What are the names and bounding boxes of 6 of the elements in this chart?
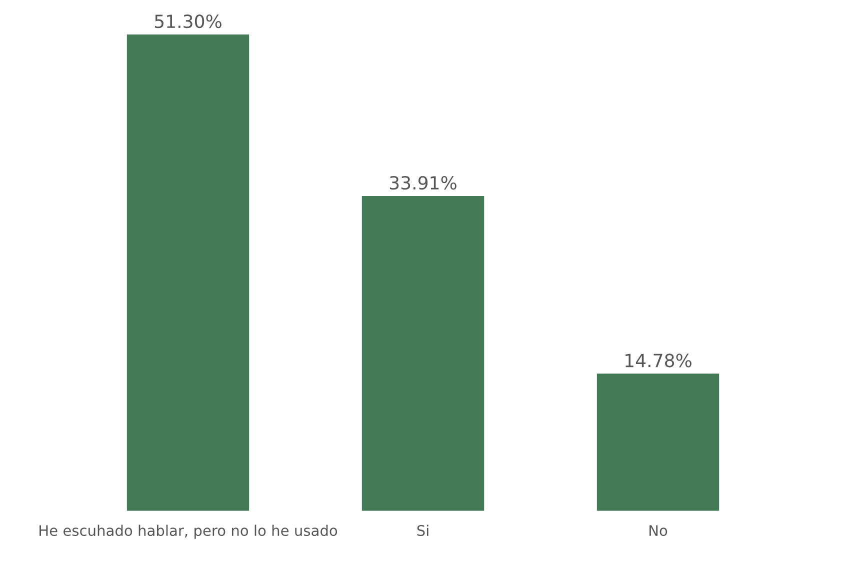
data-label: 14.78% bbox=[626, 354, 692, 368]
x-tick-label: He escuhado hablar, pero no lo he usado bbox=[40, 524, 338, 539]
x-tick-label: No bbox=[650, 525, 668, 536]
data-label: 33.91% bbox=[390, 176, 456, 190]
x-tick-label: Si bbox=[417, 524, 428, 536]
data-label: 51.30% bbox=[154, 14, 222, 28]
